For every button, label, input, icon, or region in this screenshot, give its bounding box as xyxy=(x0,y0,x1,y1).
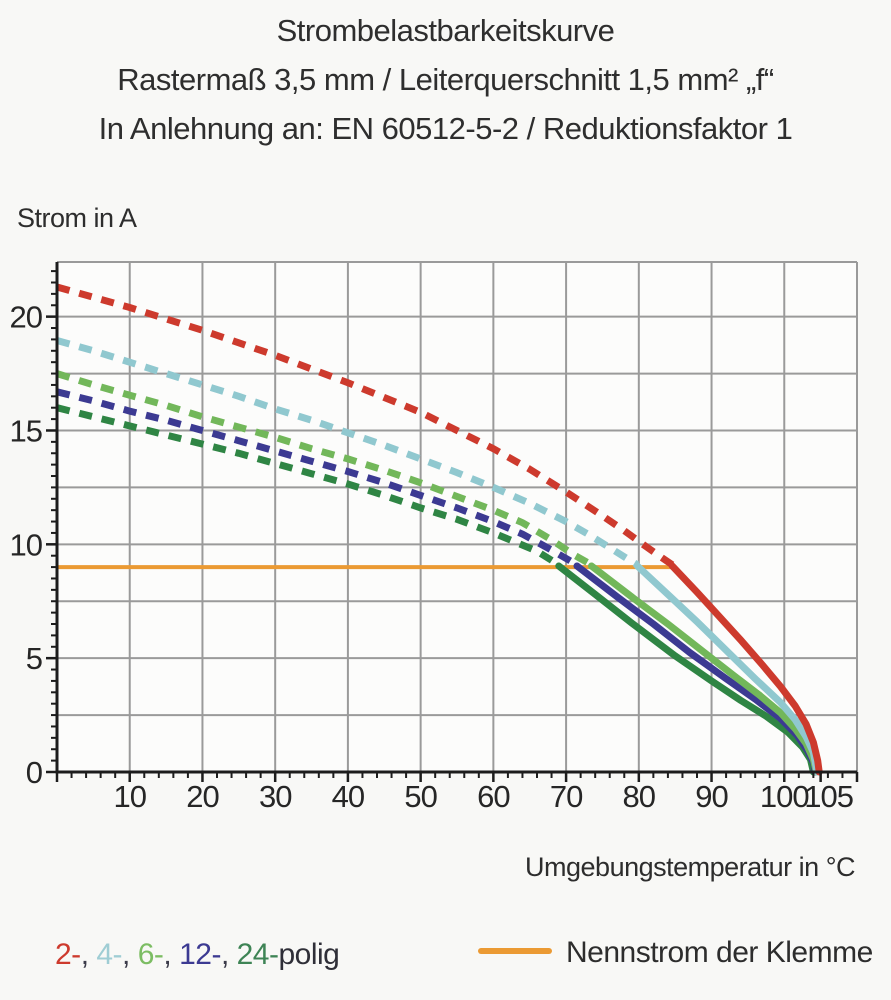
x-tick-label: 40 xyxy=(332,779,365,814)
y-tick-label: 5 xyxy=(26,641,42,676)
x-axis-title: Umgebungstemperatur in °C xyxy=(525,852,855,882)
poles-legend-part: 24- xyxy=(236,938,279,971)
rated-current-label: Nennstrom der Klemme xyxy=(566,936,873,969)
y-tick-label: 0 xyxy=(26,755,43,790)
y-axis-title: Strom in A xyxy=(17,203,137,233)
x-tick-label: 90 xyxy=(695,779,728,814)
x-tick-label: 100 xyxy=(760,779,809,814)
chart-title: Strombelastbarkeitskurve Rastermaß 3,5 m… xyxy=(0,6,891,153)
poles-legend-part: 2- xyxy=(55,938,81,971)
poles-legend-part: , xyxy=(220,938,237,971)
rated-current-line-swatch xyxy=(478,948,552,954)
x-tick-label: 30 xyxy=(259,779,292,814)
poles-legend-part: , xyxy=(163,938,180,971)
poles-legend-part: 4- xyxy=(96,938,123,971)
poles-legend-part: 6- xyxy=(137,938,164,971)
y-tick-label: 15 xyxy=(10,414,42,449)
series-2-polig xyxy=(56,283,823,776)
chart-title-line-2: Rastermaß 3,5 mm / Leiterquerschnitt 1,5… xyxy=(117,62,774,97)
poles-legend: 2-, 4-, 6-, 12-, 24-polig xyxy=(55,938,340,972)
y-tick-labels: 0 5 10 15 20 xyxy=(10,300,44,790)
poles-legend-part: , xyxy=(122,938,138,971)
x-tick-label: 105 xyxy=(804,779,853,814)
series-4-polig xyxy=(56,337,821,776)
poles-legend-part: 12- xyxy=(179,938,221,971)
chart-title-line-3: In Anlehnung an: EN 60512-5-2 / Reduktio… xyxy=(98,111,793,146)
x-tick-label: 70 xyxy=(550,779,583,814)
chart-title-line-1: Strombelastbarkeitskurve xyxy=(276,13,615,48)
y-tick-label: 20 xyxy=(10,300,43,335)
x-tick-label: 50 xyxy=(404,779,437,814)
legend-row: 2-, 4-, 6-, 12-, 24-polig Nennstrom der … xyxy=(0,936,891,986)
poles-legend-part: polig xyxy=(278,938,340,971)
x-tick-label: 10 xyxy=(113,779,146,814)
x-tick-label: 20 xyxy=(186,779,219,814)
poles-legend-part: , xyxy=(80,938,97,971)
x-tick-label: 80 xyxy=(623,779,656,814)
nennstrom-legend: Nennstrom der Klemme xyxy=(478,936,873,970)
x-tick-label: 60 xyxy=(477,779,510,814)
y-tick-label: 10 xyxy=(10,527,43,562)
axes xyxy=(46,262,859,782)
gridlines xyxy=(57,261,858,772)
